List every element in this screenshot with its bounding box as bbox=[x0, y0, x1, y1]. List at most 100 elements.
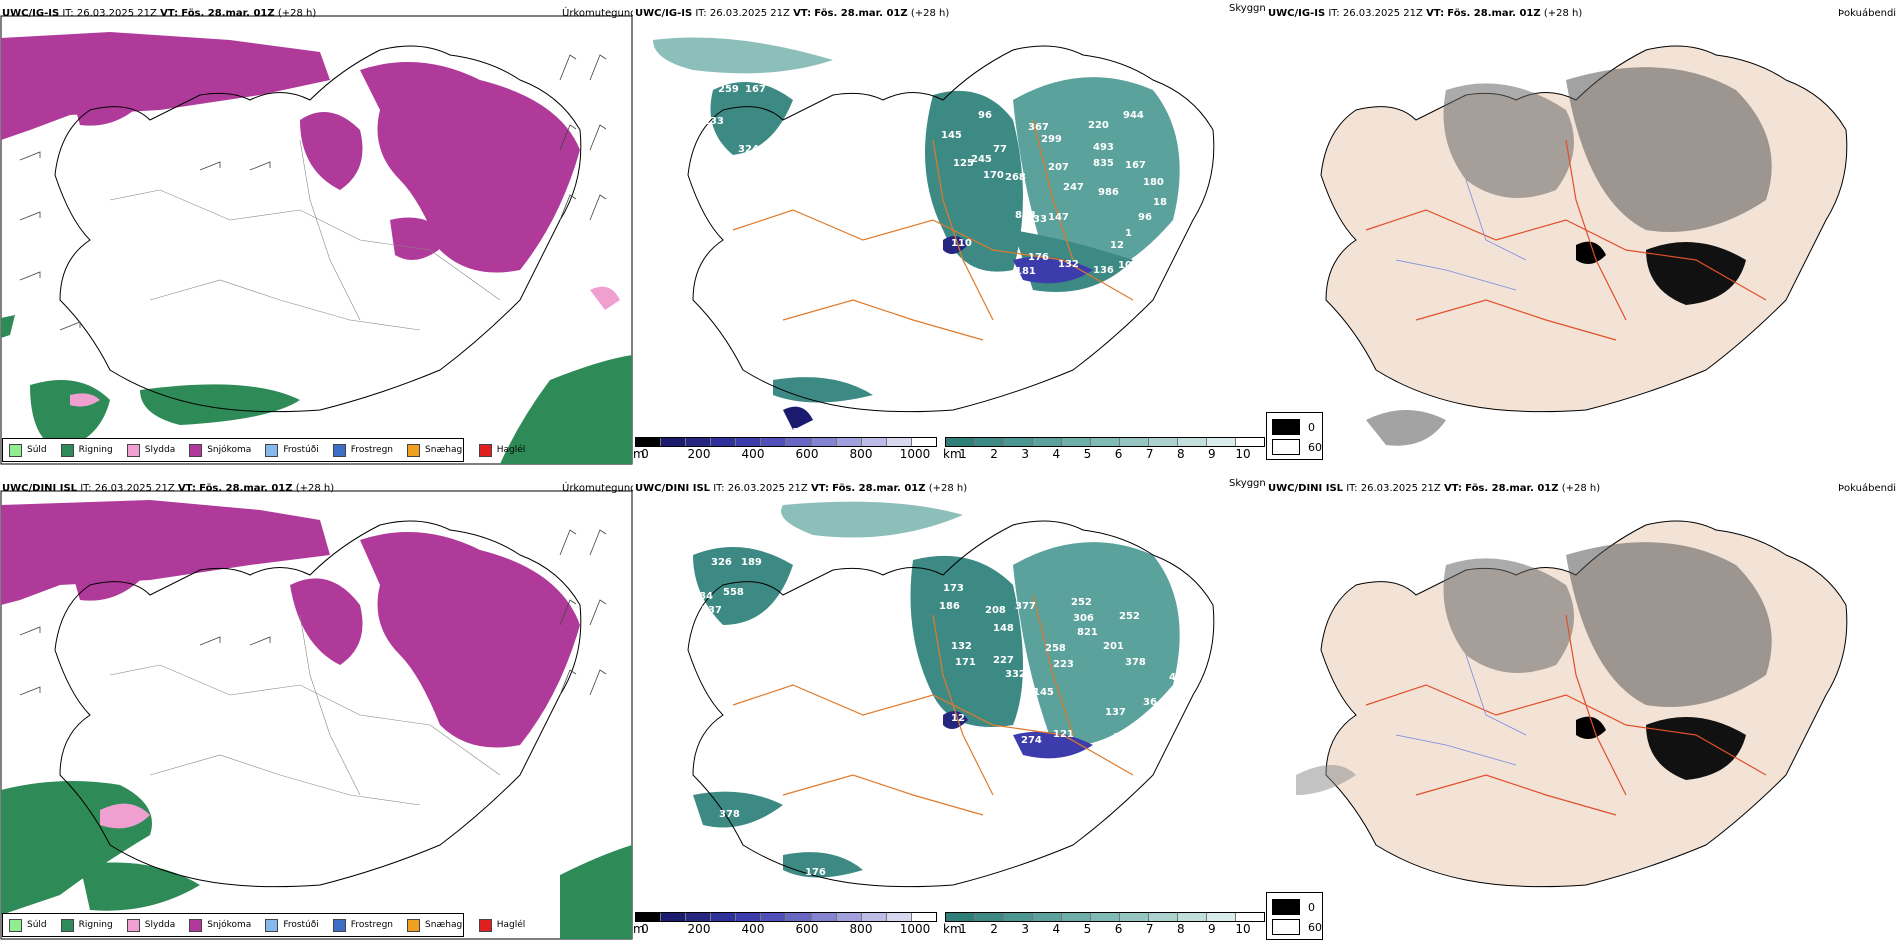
colorbar-cell bbox=[1062, 913, 1091, 921]
legend-item-frostudi: Frostúði bbox=[265, 443, 319, 457]
colorbar-cell bbox=[911, 913, 936, 921]
swatch bbox=[265, 443, 279, 457]
panel-header: UWC/DINI ISL IT: 26.03.2025 21Z VT: Fös.… bbox=[1268, 483, 1601, 494]
colorbar-cell bbox=[1178, 438, 1207, 446]
panel-title: Úrkomutegund bbox=[562, 483, 633, 494]
colorbar-cell bbox=[1062, 438, 1091, 446]
cloud-label: 84 bbox=[699, 591, 713, 602]
legend-item-snaehagl: Snæhagl bbox=[407, 918, 465, 932]
colorbar-cell bbox=[636, 913, 662, 921]
cloud-label: 367 bbox=[1028, 122, 1049, 133]
tick-label: 0 bbox=[641, 447, 649, 461]
cloud-label: 96 bbox=[978, 110, 992, 121]
tick-label: 200 bbox=[687, 922, 711, 936]
swatch bbox=[265, 918, 279, 932]
fog-key-2: 0 60 bbox=[1266, 892, 1323, 940]
cloud-label: 77 bbox=[993, 144, 1007, 155]
cloud-label: 173 bbox=[943, 583, 964, 594]
cloud-label: 274 bbox=[1021, 735, 1042, 746]
cloud-label: 378 bbox=[1125, 657, 1146, 668]
swatch bbox=[126, 443, 140, 457]
colorbar-cell bbox=[636, 438, 662, 446]
panel-header: UWC/DINI ISL IT: 26.03.2025 21Z VT: Fös.… bbox=[635, 483, 968, 494]
tick-label: 10 bbox=[1235, 922, 1251, 936]
cloud-label: 259 bbox=[718, 84, 739, 95]
colorbar-cell bbox=[661, 913, 687, 921]
legend-item-haglel: Haglél bbox=[478, 443, 525, 457]
legend-item-slydda: Slydda bbox=[126, 443, 175, 457]
tick-label: 9 bbox=[1208, 447, 1216, 461]
fog-key-row: 0 bbox=[1272, 419, 1315, 435]
precip-type-panel-1: UWC/IG-IS IT: 26.03.2025 21Z VT: Fös. 28… bbox=[0, 0, 633, 475]
panel-title: Þokuábendi bbox=[1838, 483, 1897, 494]
colorbar-cell bbox=[761, 913, 787, 921]
swatch bbox=[407, 918, 421, 932]
cloud-label: 299 bbox=[1041, 134, 1062, 145]
cloud-label: 883 bbox=[1015, 210, 1036, 221]
cloud-label: 326 bbox=[711, 557, 732, 568]
cloud-label: 132 bbox=[1058, 259, 1079, 270]
colorbar-cell bbox=[811, 438, 837, 446]
cloud-label: 125 bbox=[953, 158, 974, 169]
legend-item-snjokoma: Snjókoma bbox=[189, 918, 251, 932]
cloud-label: 48 bbox=[1169, 672, 1183, 683]
cloud-label: 324 bbox=[738, 144, 759, 155]
swatch bbox=[189, 918, 203, 932]
cloud-label: 207 bbox=[1048, 162, 1069, 173]
cloud-label: 337 bbox=[701, 605, 722, 616]
fog-panel-1: UWC/IG-IS IT: 26.03.2025 21Z VT: Fös. 28… bbox=[1266, 0, 1899, 475]
colorbar-cell bbox=[1149, 913, 1178, 921]
colorbar-cell bbox=[686, 438, 712, 446]
colorbar-cell bbox=[786, 913, 812, 921]
cloud-label: 123 bbox=[1113, 732, 1134, 743]
cloud-label: 110 bbox=[951, 238, 972, 249]
swatch bbox=[60, 443, 74, 457]
cloud-label: 145 bbox=[941, 130, 962, 141]
tick-label: 200 bbox=[687, 447, 711, 461]
tick-label: 600 bbox=[795, 447, 819, 461]
swatch bbox=[332, 918, 346, 932]
panel-title: Skyggni bbox=[1229, 478, 1266, 489]
cloud-label: 176 bbox=[1028, 252, 1049, 263]
cloud-label: 223 bbox=[1053, 659, 1074, 670]
colorbar-cell bbox=[975, 913, 1004, 921]
cloud-label: 227 bbox=[993, 655, 1014, 666]
cloud-base-labels-1: 259 167 395 233 324 145 96 367 220 944 2… bbox=[703, 84, 1206, 438]
colorbar-cell bbox=[1236, 438, 1264, 446]
colorbar-cell bbox=[661, 438, 687, 446]
cloud-label: 220 bbox=[1088, 120, 1109, 131]
fog-key-1: 0 60 bbox=[1266, 412, 1323, 460]
colorbar-cell bbox=[761, 438, 787, 446]
cloud-label: 167 bbox=[1125, 160, 1146, 171]
cloud-label: 12 bbox=[1110, 240, 1124, 251]
colorbar-cell bbox=[836, 913, 862, 921]
ceiling-unit: m bbox=[633, 447, 645, 461]
panel-header: UWC/DINI ISL IT: 26.03.2025 21Z VT: Fös.… bbox=[2, 483, 335, 494]
swatch bbox=[1272, 899, 1300, 915]
panel-title: Úrkomutegund bbox=[562, 8, 633, 19]
colorbar-cell bbox=[946, 438, 975, 446]
precip-type-legend: Súld Rigning Slydda Snjókoma Frostúði Fr… bbox=[2, 438, 525, 462]
visibility-colorbar bbox=[945, 437, 1265, 447]
tick-label: 4 bbox=[1052, 922, 1061, 936]
tick-label: 8 bbox=[1176, 447, 1185, 461]
swatch bbox=[332, 443, 346, 457]
legend-item-frostregn: Frostregn bbox=[332, 918, 393, 932]
precip-map-2 bbox=[0, 490, 633, 940]
cloud-label: 377 bbox=[1015, 601, 1036, 612]
tick-label: 8 bbox=[1176, 922, 1185, 936]
cloud-label: 986 bbox=[1098, 187, 1119, 198]
colorbar-cell bbox=[911, 438, 936, 446]
cloud-label: 252 bbox=[1119, 611, 1140, 622]
legend-item-snjokoma: Snjókoma bbox=[189, 443, 251, 457]
swatch bbox=[189, 443, 203, 457]
fog-key-row: 60 bbox=[1272, 919, 1322, 935]
cloud-label: 558 bbox=[723, 587, 744, 598]
tick-label: 6 bbox=[1114, 447, 1123, 461]
cloud-panel-1: 259 167 395 233 324 145 96 367 220 944 2… bbox=[633, 0, 1266, 475]
tick-label: 4 bbox=[1052, 447, 1061, 461]
colorbar-cell bbox=[686, 913, 712, 921]
cloud-label: 306 bbox=[1073, 613, 1094, 624]
colorbar-cell bbox=[1149, 438, 1178, 446]
cloud-label: 132 bbox=[951, 641, 972, 652]
